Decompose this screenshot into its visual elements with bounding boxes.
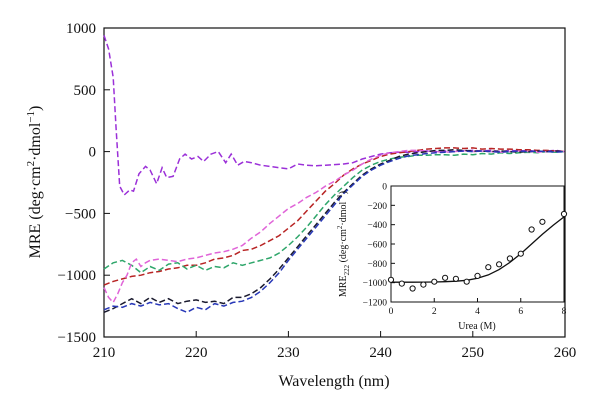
inset-x-tick-label: 2 bbox=[432, 307, 437, 317]
inset-y-title-part2: (deg·cm bbox=[338, 229, 349, 265]
inset-y-title-part4: ) bbox=[338, 191, 349, 194]
main-x-tick-label: 230 bbox=[277, 345, 300, 361]
inset-x-tick-label: 8 bbox=[562, 307, 567, 317]
main-y-tick-label: −1000 bbox=[58, 268, 96, 284]
inset-data-point bbox=[398, 280, 405, 287]
inset-y-title-part1: MRE bbox=[338, 275, 349, 297]
main-series-line-4 bbox=[103, 149, 566, 304]
main-y-title-part2: ·dmol bbox=[27, 122, 44, 161]
inset-y-title-sup2: −1 bbox=[336, 194, 344, 202]
main-y-tick-label: −500 bbox=[65, 206, 96, 222]
inset-data-point bbox=[506, 255, 513, 262]
inset-data-point bbox=[442, 274, 449, 281]
inset-data-point bbox=[560, 210, 568, 218]
inset-x-tick-label: 6 bbox=[518, 307, 523, 317]
inset-x-tick-label: 4 bbox=[475, 307, 480, 317]
main-x-tick-label: 240 bbox=[369, 345, 392, 361]
main-y-tick-label: 1000 bbox=[66, 21, 96, 37]
inset-data-point bbox=[517, 250, 524, 257]
inset-data-point bbox=[474, 272, 481, 279]
main-x-tick-label: 210 bbox=[93, 345, 116, 361]
main-y-tick-label: 500 bbox=[74, 83, 97, 99]
main-series-line-3 bbox=[103, 150, 566, 274]
inset-data-point bbox=[431, 278, 438, 285]
inset-background bbox=[386, 186, 564, 314]
main-series-line-1 bbox=[103, 35, 566, 197]
inset-y-title-part3: ·dmol bbox=[338, 201, 349, 225]
inset-data-point bbox=[409, 285, 416, 292]
inset-y-tick-label: −1200 bbox=[363, 299, 388, 309]
inset-data-point bbox=[539, 218, 546, 225]
main-y-tick-label: 0 bbox=[89, 145, 97, 161]
inset-y-tick-label: −200 bbox=[367, 202, 387, 212]
main-x-tick-label: 220 bbox=[185, 345, 208, 361]
main-plot-frame bbox=[103, 27, 566, 338]
inset-y-tick-label: −600 bbox=[367, 241, 387, 251]
inset-y-tick-label: −1000 bbox=[363, 279, 388, 289]
main-y-title-part1: MRE (deg·cm bbox=[27, 166, 44, 259]
inset-data-point bbox=[485, 264, 492, 271]
main-y-title-sup1: 2 bbox=[25, 161, 37, 167]
main-y-title-sup2: −1 bbox=[25, 111, 37, 123]
inset-y-tick-label: 0 bbox=[382, 183, 387, 193]
inset-data-point bbox=[452, 275, 459, 282]
main-y-tick-label: −1500 bbox=[58, 330, 96, 346]
inset-data-point bbox=[387, 276, 395, 283]
main-series-line-6 bbox=[103, 150, 566, 314]
inset-y-tick-label: −800 bbox=[367, 260, 387, 270]
inset-data-point bbox=[463, 278, 470, 285]
inset-axis-ticks: 0 2 4 6 8 0 −200 −400 −600 −800 −1000 −1200 bbox=[363, 183, 567, 318]
inset-y-axis-title: MRE222 (deg·cm2·dmol−1) bbox=[336, 191, 351, 297]
main-series-group bbox=[103, 35, 566, 314]
main-x-axis-title: Wavelength (nm) bbox=[278, 373, 389, 390]
main-x-tick-label: 250 bbox=[462, 345, 485, 361]
inset-data-point bbox=[496, 261, 503, 268]
inset-y-title-sub: 222 bbox=[343, 264, 351, 275]
inset-data-point bbox=[528, 226, 535, 233]
inset-x-tick-label: 0 bbox=[389, 307, 394, 317]
inset-x-axis-title: Urea (M) bbox=[458, 321, 495, 332]
main-y-axis-title: MRE (deg·cm2·dmol−1) bbox=[25, 106, 44, 259]
inset-y-title-sup1: 2 bbox=[336, 225, 344, 229]
inset-data-point bbox=[420, 281, 427, 288]
inset-points-group bbox=[387, 210, 568, 292]
main-y-title-part3: ) bbox=[27, 106, 44, 111]
inset-y-tick-label: −400 bbox=[367, 221, 387, 231]
main-x-tick-label: 260 bbox=[554, 345, 577, 361]
